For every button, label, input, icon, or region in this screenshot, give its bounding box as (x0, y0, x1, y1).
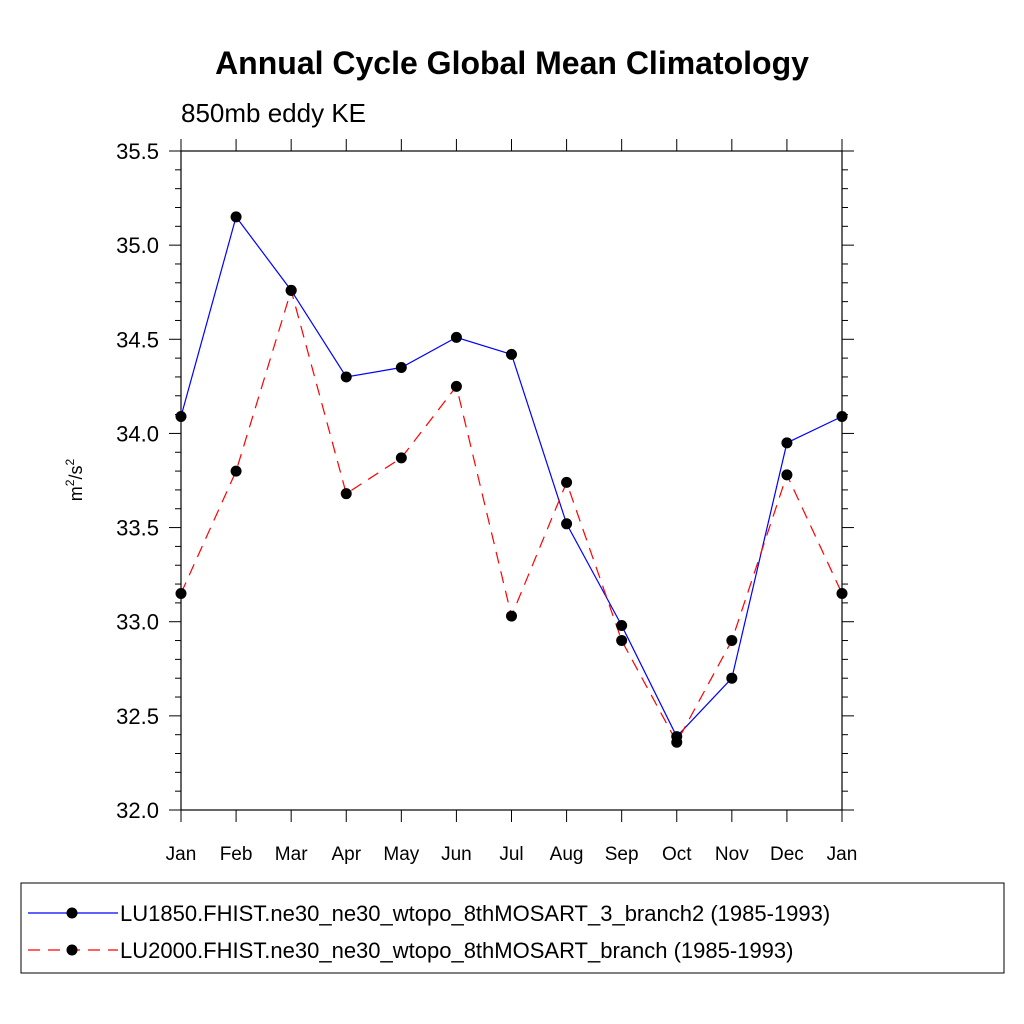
data-point (616, 635, 628, 647)
legend: LU1850.FHIST.ne30_ne30_wtopo_8thMOSART_3… (28, 901, 830, 963)
data-point (450, 380, 462, 392)
data-point (175, 587, 187, 599)
data-point (395, 362, 407, 374)
y-tick-label: 34.5 (116, 327, 159, 352)
y-axis-label: m2/s2 (63, 458, 86, 501)
x-tick-label: Oct (662, 844, 692, 865)
legend-marker (66, 907, 78, 919)
legend-label: LU1850.FHIST.ne30_ne30_wtopo_8thMOSART_3… (120, 901, 830, 926)
y-axis-label-base: m (66, 486, 86, 501)
data-point (671, 736, 683, 748)
y-tick-label: 33.0 (116, 610, 159, 635)
y-tick-label: 32.5 (116, 704, 159, 729)
data-point (340, 371, 352, 383)
data-point (230, 465, 242, 477)
y-tick-label: 33.5 (116, 516, 159, 541)
x-tick-label: May (383, 844, 419, 865)
x-tick-label: Feb (220, 844, 253, 865)
series-layer (175, 211, 848, 748)
x-tick-labels: Jan Feb Mar Apr May Jun Jul Aug Sep Oct Nov Dec Jan (166, 844, 858, 865)
data-point (561, 518, 573, 530)
x-tick-label: Apr (331, 844, 361, 865)
x-tick-label: Nov (715, 844, 749, 865)
data-point (395, 452, 407, 464)
x-tick-label: Jun (441, 844, 472, 865)
data-point (616, 619, 628, 631)
y-tick-labels: 32.0 32.5 33.0 33.5 34.0 34.5 35.0 35.5 (116, 139, 159, 823)
x-tick-label: Jan (166, 844, 197, 865)
y-tick-label: 35.0 (116, 233, 159, 258)
svg-text:m2/s2: m2/s2 (63, 458, 86, 501)
chart-title: Annual Cycle Global Mean Climatology (215, 45, 809, 81)
data-point (781, 469, 793, 481)
legend-label: LU2000.FHIST.ne30_ne30_wtopo_8thMOSART_b… (120, 938, 793, 963)
x-tick-label: Mar (275, 844, 308, 865)
plot-frame (180, 150, 843, 811)
data-point (450, 331, 462, 343)
data-point (561, 476, 573, 488)
series-line (180, 215, 843, 738)
y-axis-label-sup1: 2 (63, 479, 77, 486)
axis-ticks (169, 139, 854, 822)
data-point (836, 410, 848, 422)
data-point (340, 488, 352, 500)
data-point (506, 610, 517, 622)
data-point (285, 284, 297, 296)
x-tick-label: Sep (605, 844, 639, 865)
y-tick-label: 32.0 (116, 798, 159, 823)
y-axis-label-mid: /s (66, 465, 86, 479)
x-tick-label: Jul (499, 844, 523, 865)
legend-box (20, 882, 1005, 974)
x-tick-label: Aug (550, 844, 584, 865)
data-point (781, 437, 793, 449)
data-point (726, 635, 738, 647)
x-tick-label: Dec (770, 844, 804, 865)
data-point (175, 410, 187, 422)
x-tick-label: Jan (827, 844, 858, 865)
data-point (726, 672, 738, 684)
y-axis-label-sup2: 2 (63, 458, 77, 465)
legend-marker (66, 944, 78, 956)
y-tick-label: 34.0 (116, 421, 159, 446)
data-point (836, 587, 848, 599)
data-point (506, 348, 517, 360)
chart-subtitle: 850mb eddy KE (181, 98, 366, 128)
data-point (230, 211, 242, 223)
y-tick-label: 35.5 (116, 139, 159, 164)
